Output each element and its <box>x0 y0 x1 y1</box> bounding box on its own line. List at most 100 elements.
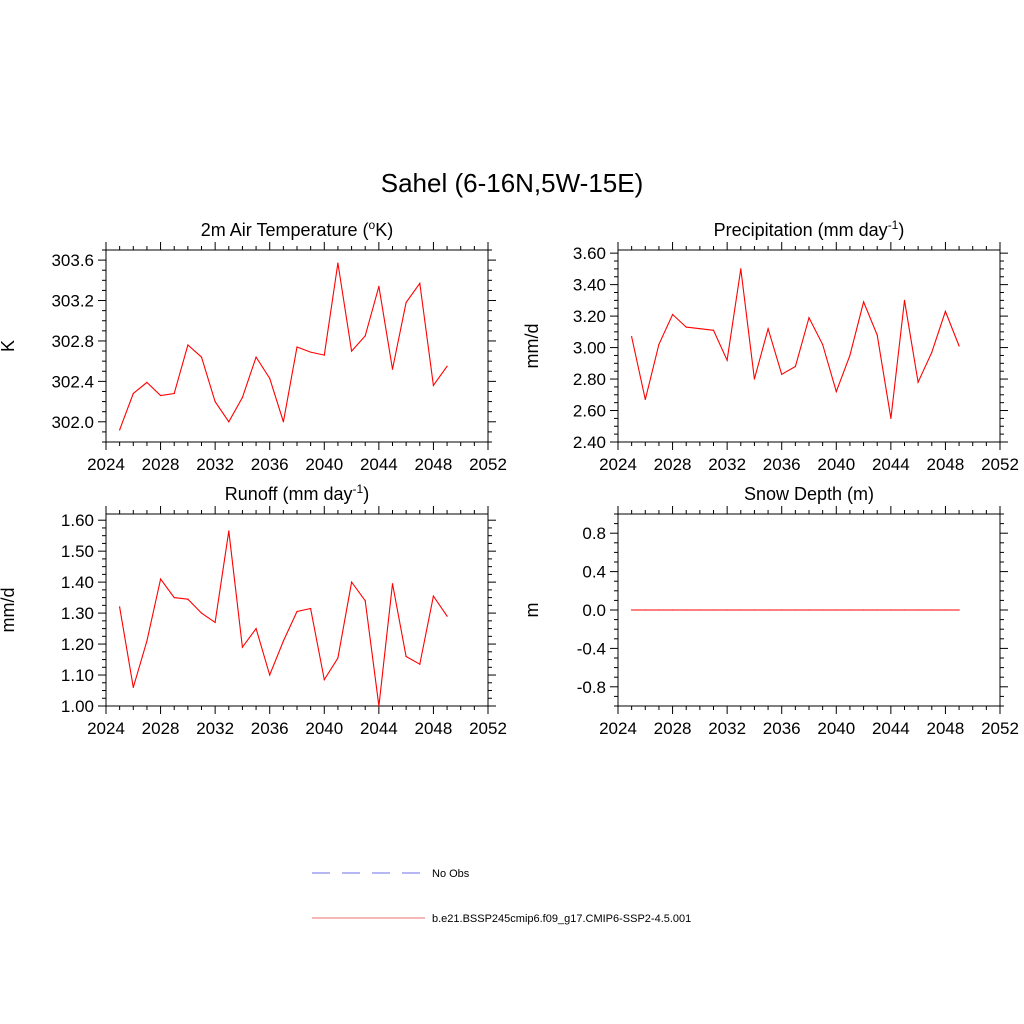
data-point <box>159 578 162 580</box>
data-point <box>200 612 203 614</box>
x-tick-label: 2048 <box>415 455 453 474</box>
series-line <box>631 268 960 419</box>
data-point <box>944 609 947 611</box>
x-tick-label: 2036 <box>251 455 289 474</box>
data-point <box>671 609 674 611</box>
data-point <box>146 640 148 642</box>
y-axis-label: K <box>0 340 18 352</box>
data-point <box>944 310 947 312</box>
y-tick-label: 302.0 <box>51 413 94 432</box>
y-axis-label: mm/d <box>522 324 542 369</box>
data-point <box>132 686 134 689</box>
data-point <box>862 609 865 611</box>
y-tick-label: -0.8 <box>577 678 606 697</box>
data-point <box>405 301 407 304</box>
data-point <box>323 354 325 356</box>
y-tick-label: 1.30 <box>61 604 94 623</box>
data-point <box>337 657 339 659</box>
panel-3: 2024 2028 2032 2036 2040 2044 2048 2052 1.00 1.10… <box>0 482 507 738</box>
data-point <box>631 609 633 611</box>
data-point <box>712 609 715 611</box>
data-point <box>876 609 878 611</box>
x-tick-label: 2052 <box>981 455 1019 474</box>
data-point <box>159 394 162 397</box>
data-point <box>862 301 865 303</box>
data-point <box>350 581 353 583</box>
data-point <box>432 384 435 387</box>
data-point <box>631 335 633 338</box>
data-point <box>740 268 742 270</box>
data-point <box>446 615 448 617</box>
data-point <box>241 646 244 648</box>
panel-title: Precipitation (mm day-1) <box>714 218 905 240</box>
data-point <box>726 609 728 611</box>
data-point <box>323 679 325 681</box>
data-point <box>446 365 448 367</box>
data-point <box>794 609 796 611</box>
data-point <box>753 609 756 611</box>
data-point <box>241 396 244 399</box>
data-point <box>269 674 271 676</box>
data-point <box>958 609 960 611</box>
data-point <box>214 400 216 403</box>
x-tick-label: 2032 <box>708 455 746 474</box>
data-point <box>282 421 284 423</box>
data-point <box>644 609 646 611</box>
panel-4: 2024 2028 2032 2036 2040 2044 2048 2052 -0.8 -0.4… <box>522 484 1019 738</box>
data-point <box>931 351 933 353</box>
y-tick-label: 302.4 <box>51 372 94 391</box>
legend-label-1: No Obs <box>432 868 470 880</box>
data-point <box>255 627 257 630</box>
x-tick-label: 2040 <box>305 719 343 738</box>
y-tick-label: 3.20 <box>573 307 606 326</box>
data-point <box>808 317 810 319</box>
y-tick-label: 1.10 <box>61 666 94 685</box>
x-tick-label: 2052 <box>981 719 1019 738</box>
data-point <box>310 351 312 353</box>
data-point <box>931 609 933 611</box>
data-point <box>255 356 257 358</box>
data-point <box>808 609 810 611</box>
data-point <box>794 365 796 368</box>
data-point <box>685 326 687 328</box>
y-tick-label: 303.6 <box>51 251 94 270</box>
y-axis-label: mm/d <box>0 588 18 633</box>
data-point <box>685 609 687 611</box>
data-point <box>699 328 701 330</box>
x-tick-label: 2044 <box>360 719 398 738</box>
x-tick-label: 2028 <box>654 719 692 738</box>
y-tick-label: 0.0 <box>582 601 606 620</box>
data-point <box>119 606 121 608</box>
data-point <box>822 343 824 346</box>
data-point <box>917 381 919 383</box>
x-tick-label: 2032 <box>196 719 234 738</box>
data-point <box>405 655 407 658</box>
x-tick-label: 2052 <box>469 719 507 738</box>
data-point <box>890 609 892 611</box>
x-tick-label: 2032 <box>708 719 746 738</box>
data-point <box>391 368 394 370</box>
data-point <box>296 610 298 613</box>
x-tick-label: 2040 <box>817 719 855 738</box>
data-point <box>378 285 380 287</box>
x-tick-label: 2024 <box>87 455 125 474</box>
data-point <box>658 343 660 346</box>
x-tick-label: 2044 <box>360 455 398 474</box>
x-tick-label: 2036 <box>763 455 801 474</box>
data-point <box>753 378 756 380</box>
data-point <box>644 398 646 401</box>
panel-1: 2024 2028 2032 2036 2040 2044 2048 2052 302.0 302… <box>0 218 507 474</box>
data-point <box>671 313 674 316</box>
x-tick-label: 2024 <box>599 455 637 474</box>
x-tick-label: 2036 <box>763 719 801 738</box>
legend-label-2: b.e21.BSSP245cmip6.f09_g17.CMIP6-SSP2-4.… <box>432 913 691 925</box>
y-tick-label: 1.20 <box>61 635 94 654</box>
x-tick-label: 2028 <box>142 719 180 738</box>
data-point <box>132 392 134 395</box>
panel-title: Snow Depth (m) <box>744 484 874 504</box>
x-tick-label: 2040 <box>305 455 343 474</box>
y-tick-label: 3.60 <box>573 244 606 263</box>
data-point <box>726 359 728 361</box>
panel-title: 2m Air Temperature (oK) <box>201 218 393 240</box>
